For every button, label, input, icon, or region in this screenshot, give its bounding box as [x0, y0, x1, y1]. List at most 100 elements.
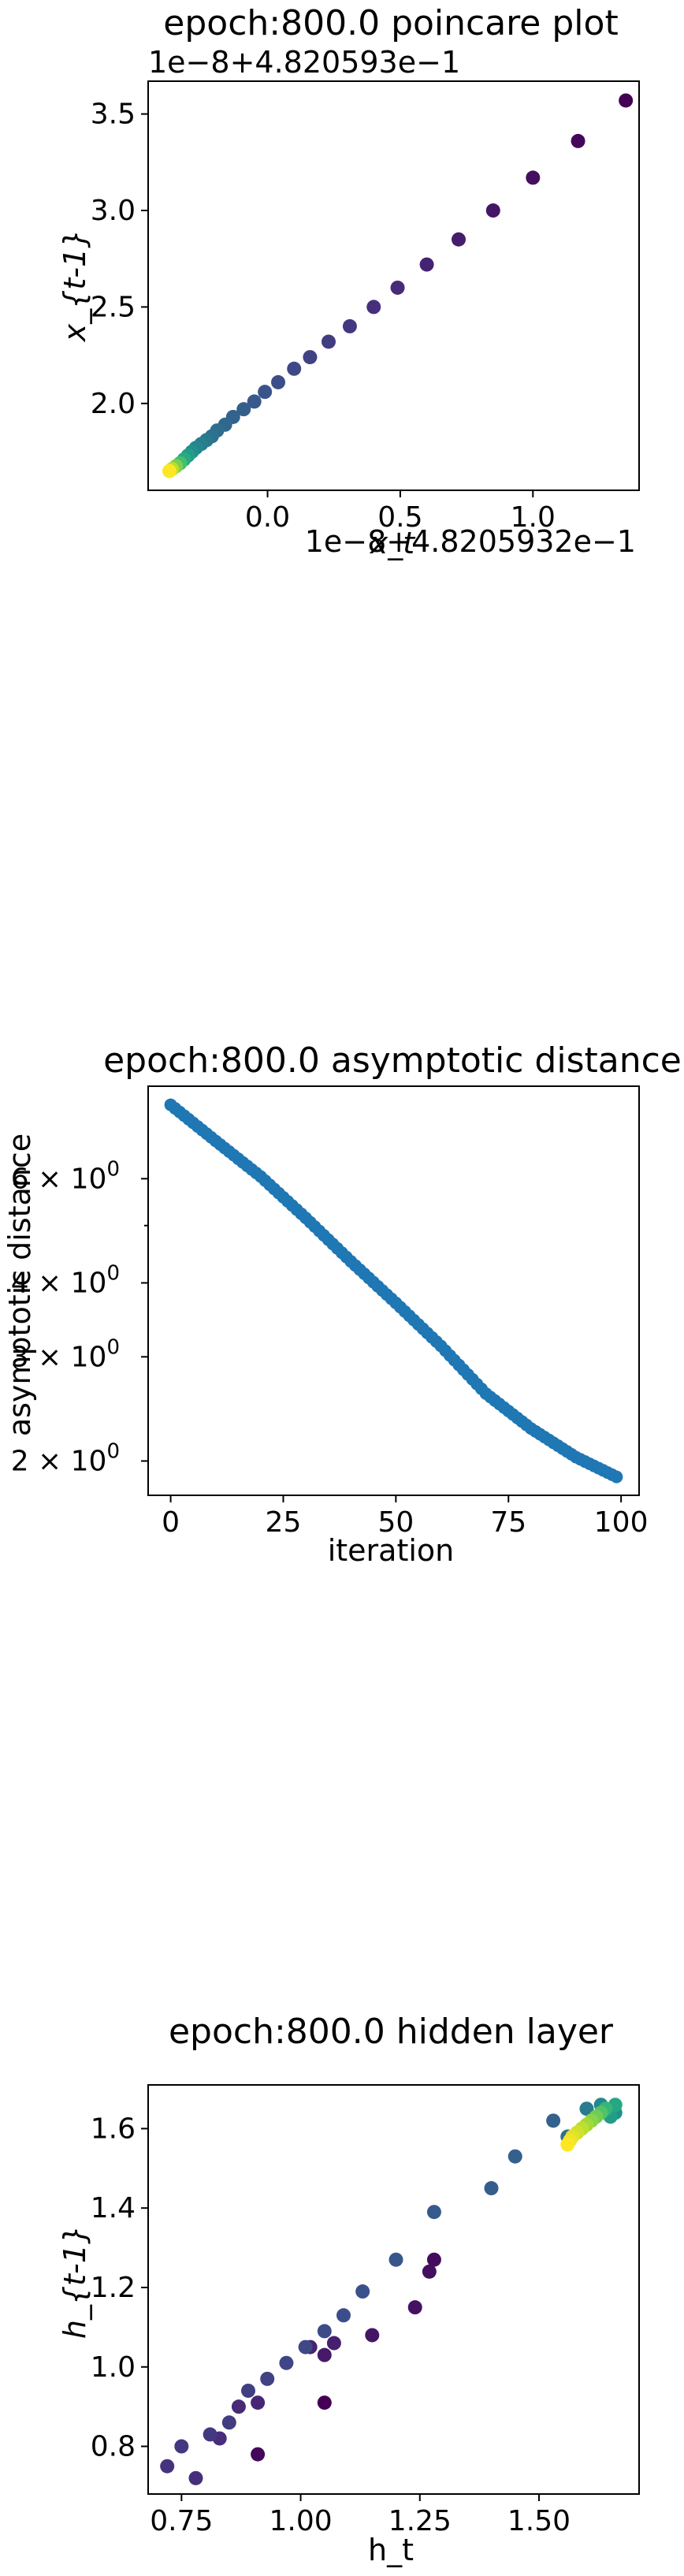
- chart1-title: epoch:800.0 poincare plot: [163, 3, 618, 43]
- chart1-y-offset-label: 1e−8+4.820593e−1: [148, 45, 460, 80]
- chart3-title: epoch:800.0 hidden layer: [169, 2012, 614, 2052]
- chart1-frame: [147, 80, 640, 491]
- data-point: [221, 2415, 236, 2430]
- data-point: [317, 2395, 332, 2410]
- data-point: [287, 361, 302, 376]
- x-tick-label: 100: [594, 1506, 649, 1539]
- x-tick-label: 1.25: [388, 2505, 452, 2537]
- y-tick-label: 1.6: [91, 2113, 136, 2145]
- chart2-x-axis-label: iteration: [328, 1533, 455, 1568]
- data-point: [236, 402, 251, 417]
- y-tick-label: 1.4: [91, 2192, 136, 2224]
- data-point: [162, 463, 177, 478]
- data-point: [419, 257, 434, 272]
- data-point: [317, 2324, 332, 2339]
- x-tick-label: 0.75: [150, 2505, 213, 2537]
- chart3-frame: [147, 2084, 640, 2495]
- data-point: [251, 2447, 266, 2462]
- data-point: [321, 334, 336, 349]
- y-tick-label: 2 × 100: [11, 1439, 120, 1477]
- x-tick-label: 0.0: [245, 501, 290, 534]
- data-point: [484, 2181, 499, 2196]
- data-point: [526, 170, 541, 185]
- data-point: [366, 300, 381, 315]
- x-tick-label: 0.5: [377, 501, 422, 534]
- data-point: [388, 2252, 403, 2267]
- poincare-plot: epoch:800.0 poincare plot 1e−8+4.820593e…: [58, 3, 640, 560]
- data-point: [251, 2395, 266, 2410]
- hidden-layer-plot: epoch:800.0 hidden layer 0.75 1.00 1.25 1.5…: [58, 2012, 640, 2567]
- chart2-frame: [147, 1085, 640, 1496]
- y-tick-label: 6 × 100: [11, 1157, 120, 1195]
- data-point: [426, 2252, 441, 2267]
- chart1-points: [162, 93, 634, 478]
- data-point: [258, 385, 273, 400]
- data-point: [298, 2340, 313, 2355]
- chart1-x-offset-label: 1e−8+4.8205932e−1: [305, 524, 636, 559]
- data-point: [247, 394, 262, 409]
- chart3-y-ticks: 0.8 1.0 1.2 1.4 1.6: [91, 2113, 148, 2463]
- data-point: [546, 2113, 561, 2128]
- data-point: [303, 350, 318, 365]
- data-point: [317, 2347, 332, 2362]
- asymptotic-distance-plot: epoch:800.0 asymptotic distance 0 25 50 75 1…: [2, 1040, 682, 1568]
- data-point: [271, 374, 286, 389]
- data-point: [241, 2383, 256, 2398]
- chart2-x-ticks: 0 25 50 75 100: [162, 1495, 648, 1539]
- x-tick-label: 50: [377, 1506, 414, 1539]
- data-point: [579, 2101, 594, 2116]
- data-point: [390, 280, 405, 295]
- y-tick-label: 2.0: [91, 388, 136, 420]
- data-point: [426, 2205, 441, 2220]
- data-point: [355, 2284, 370, 2299]
- data-point: [610, 1470, 623, 1483]
- x-tick-label: 75: [490, 1506, 526, 1539]
- x-tick-label: 1.50: [507, 2505, 571, 2537]
- x-tick-label: 0: [162, 1506, 180, 1539]
- x-tick-label: 1.0: [511, 501, 556, 534]
- data-point: [260, 2371, 275, 2386]
- data-point: [188, 2470, 203, 2485]
- y-tick-exponent: 0: [106, 1439, 120, 1463]
- data-point: [422, 2264, 437, 2279]
- chart1-x-ticks: 0.0 0.5 1.0: [245, 490, 556, 534]
- data-point: [231, 2399, 246, 2414]
- chart3-y-axis-label: h_{t-1}: [58, 2225, 92, 2339]
- chart3-x-axis-label: h_t: [368, 2533, 414, 2567]
- y-tick-label: 0.8: [91, 2431, 136, 2463]
- data-point: [485, 203, 500, 218]
- data-point: [365, 2328, 380, 2343]
- x-tick-label: 25: [266, 1506, 302, 1539]
- chart1-x-axis-label: x_t: [370, 526, 416, 560]
- data-point: [342, 318, 357, 333]
- y-tick-exponent: 0: [106, 1262, 120, 1286]
- data-point: [203, 2427, 217, 2442]
- y-tick-label: 2.5: [91, 291, 136, 323]
- data-point: [619, 93, 634, 108]
- data-point: [174, 2439, 189, 2454]
- chart3-points: [160, 2098, 623, 2485]
- chart2-y-axis-label: asymptotic distance: [2, 1134, 37, 1436]
- y-tick-exponent: 0: [106, 1157, 120, 1181]
- chart3-x-ticks: 0.75 1.00 1.25 1.50: [150, 2494, 571, 2537]
- y-tick-label: 3.5: [91, 99, 136, 131]
- chart1-y-ticks: 2.0 2.5 3.0 3.5: [91, 99, 148, 420]
- data-point: [507, 2149, 522, 2164]
- data-point: [452, 232, 467, 247]
- data-point: [336, 2308, 351, 2323]
- data-point: [326, 2336, 341, 2351]
- y-tick-exponent: 0: [106, 1335, 120, 1359]
- data-point: [560, 2137, 575, 2152]
- chart2-title: epoch:800.0 asymptotic distance: [103, 1040, 682, 1081]
- data-point: [279, 2355, 294, 2370]
- chart1-y-axis-label: x_{t-1}: [58, 229, 92, 343]
- y-tick-label: 1.0: [91, 2351, 136, 2384]
- data-point: [160, 2459, 175, 2474]
- y-tick-label: 3.0: [91, 195, 136, 227]
- y-tick-label: 3 × 100: [11, 1335, 120, 1373]
- chart2-y-ticks: 2 × 100 3 × 100 4 × 100 6 × 100: [11, 1157, 148, 1477]
- y-tick-label: 4 × 100: [11, 1262, 120, 1300]
- data-point: [571, 133, 585, 148]
- y-tick-label: 1.2: [91, 2272, 136, 2304]
